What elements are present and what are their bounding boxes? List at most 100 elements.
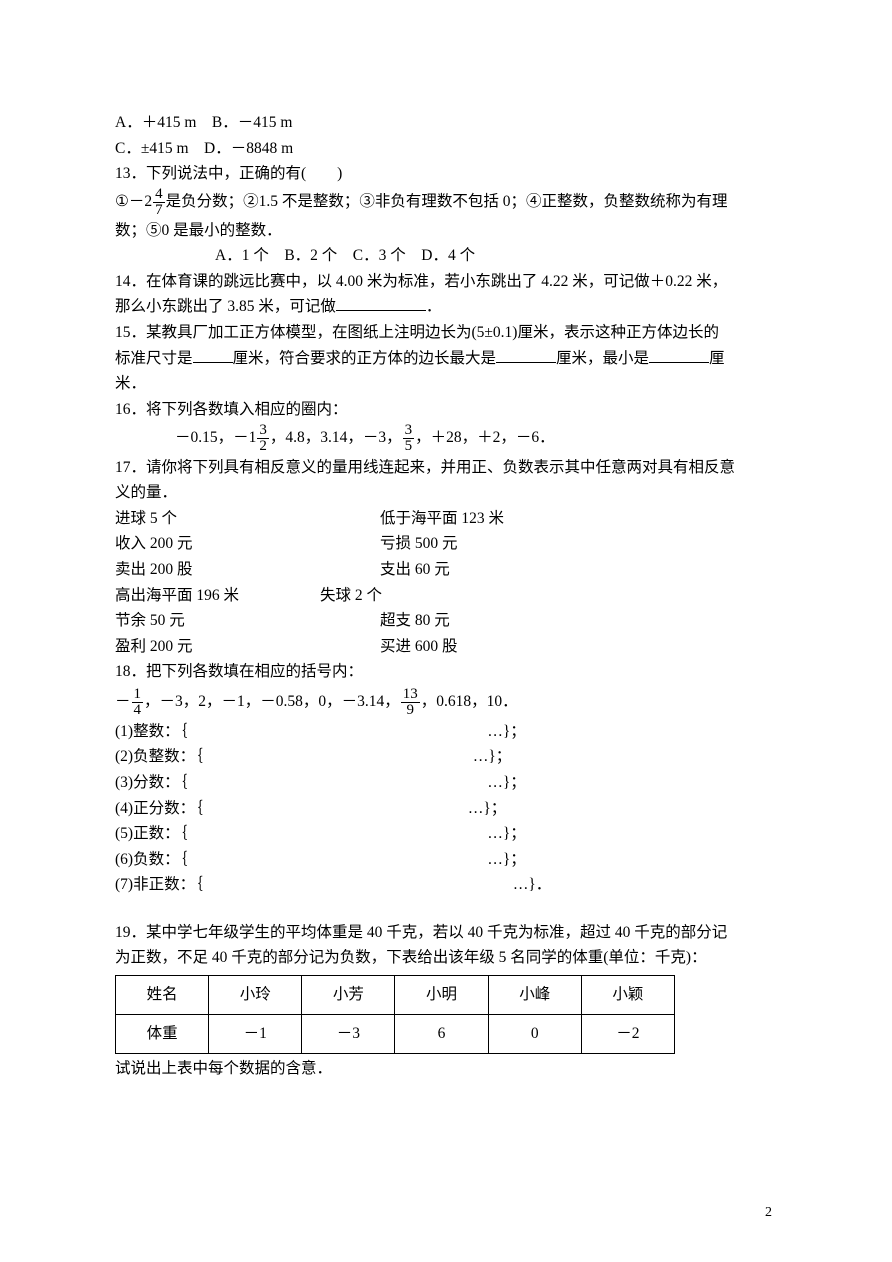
q16-numbers: －0.15，－132，4.8，3.14，－3，35，＋28，＋2，－6． — [115, 422, 777, 455]
match-right: 低于海平面 123 米 — [380, 506, 504, 532]
fraction: 139 — [401, 687, 420, 718]
table-header-cell: 小芳 — [302, 975, 395, 1014]
text: 厘 — [709, 350, 725, 367]
category-row: (3)分数：｛ …}； — [115, 770, 777, 796]
match-right: 支出 60 元 — [380, 557, 450, 583]
category-row: (2)负整数：｛ …}； — [115, 744, 777, 770]
table-cell: 体重 — [116, 1014, 209, 1053]
match-right: 失球 2 个 — [320, 583, 382, 609]
blank — [336, 295, 426, 312]
category-label: (3)分数：｛ — [115, 774, 187, 791]
q13-item-line2: 数；⑤0 是最小的整数． — [115, 218, 777, 244]
fraction: 32 — [257, 423, 269, 454]
q13-item-line1: ①－247是负分数；②1.5 不是整数；③非负有理数不包括 0；④正整数，负整数… — [115, 187, 777, 218]
q19-table: 姓名小玲小芳小明小峰小颖体重－1－360－2 — [115, 975, 675, 1054]
match-row: 收入 200 元亏损 500 元 — [115, 531, 777, 557]
match-left: 盈利 200 元 — [115, 634, 380, 660]
q18-numbers: －14，－3，2，－1，－0.58，0，－3.14，139，0.618，10． — [115, 685, 777, 719]
q15-line1: 15．某教具厂加工正方体模型，在图纸上注明边长为(5±0.1)厘米，表示这种正方… — [115, 320, 777, 346]
blank — [649, 346, 709, 363]
text: ，4.8，3.14，－3， — [270, 429, 402, 446]
category-label: (1)整数：｛ — [115, 723, 187, 740]
page-number: 2 — [765, 1201, 772, 1224]
category-close: …}． — [513, 876, 551, 893]
fraction: 35 — [403, 423, 415, 454]
q12-options-line2: C．±415 m D．－8848 m — [115, 136, 777, 162]
q15-line3: 米． — [115, 371, 777, 397]
category-close: …}； — [487, 825, 525, 842]
text: ，＋28，＋2，－6． — [415, 429, 555, 446]
q17-pairs: 进球 5 个低于海平面 123 米收入 200 元亏损 500 元卖出 200 … — [115, 506, 777, 659]
q16-stem: 16．将下列各数填入相应的圈内： — [115, 397, 777, 423]
text: 厘米，最小是 — [556, 350, 649, 367]
q17-stem-line2: 义的量． — [115, 480, 777, 506]
q15-line2: 标准尺寸是厘米，符合要求的正方体的边长最大是厘米，最小是厘 — [115, 346, 777, 372]
q19-line1: 19．某中学七年级学生的平均体重是 40 千克，若以 40 千克为标准，超过 4… — [115, 920, 777, 946]
table-header-cell: 小玲 — [209, 975, 302, 1014]
match-right: 亏损 500 元 — [380, 531, 458, 557]
category-row: (4)正分数：｛ …}； — [115, 796, 777, 822]
fraction: 14 — [132, 687, 144, 718]
table-cell: 6 — [395, 1014, 488, 1053]
match-row: 节余 50 元超支 80 元 — [115, 608, 777, 634]
table-cell: 0 — [488, 1014, 581, 1053]
table-cell: －2 — [581, 1014, 674, 1053]
text: ①－2 — [115, 193, 152, 210]
text: ． — [426, 298, 442, 315]
table-cell: －3 — [302, 1014, 395, 1053]
match-right: 超支 80 元 — [380, 608, 450, 634]
table-header-cell: 小明 — [395, 975, 488, 1014]
category-close: …}； — [487, 851, 525, 868]
category-row: (5)正数：｛ …}； — [115, 821, 777, 847]
table-header-cell: 小颖 — [581, 975, 674, 1014]
table-row: 姓名小玲小芳小明小峰小颖 — [116, 975, 675, 1014]
table-row: 体重－1－360－2 — [116, 1014, 675, 1053]
q17-stem-line1: 17．请你将下列具有相反意义的量用线连起来，并用正、负数表示其中任意两对具有相反… — [115, 455, 777, 481]
q18-stem: 18．把下列各数填在相应的括号内： — [115, 659, 777, 685]
category-row: (7)非正数：｛ …}． — [115, 872, 777, 898]
q13-options: A．1 个 B．2 个 C．3 个 D．4 个 — [115, 243, 777, 269]
q18-categories: (1)整数：｛ …}； (2)负整数：｛ …}； (3)分数：｛ …}； (4)正分数：｛ …… — [115, 719, 777, 898]
text: － — [115, 693, 131, 710]
category-label: (2)负整数：｛ — [115, 748, 203, 765]
text: ，－3，2，－1，－0.58，0，－3.14， — [144, 693, 400, 710]
q14-line1: 14．在体育课的跳远比赛中，以 4.00 米为标准，若小东跳出了 4.22 米，… — [115, 269, 777, 295]
text: 标准尺寸是 — [115, 350, 193, 367]
page: A．＋415 m B．－415 m C．±415 m D．－8848 m 13．… — [0, 0, 892, 1262]
blank — [496, 346, 556, 363]
match-row: 进球 5 个低于海平面 123 米 — [115, 506, 777, 532]
table-header-cell: 姓名 — [116, 975, 209, 1014]
match-left: 收入 200 元 — [115, 531, 380, 557]
category-close: …}； — [473, 748, 511, 765]
text: ，0.618，10． — [421, 693, 518, 710]
category-close: …}； — [468, 800, 506, 817]
category-row: (1)整数：｛ …}； — [115, 719, 777, 745]
text: 是负分数；②1.5 不是整数；③非负有理数不包括 0；④正整数，负整数统称为有理 — [166, 193, 728, 210]
q19-line2: 为正数，不足 40 千克的部分记为负数，下表给出该年级 5 名同学的体重(单位：… — [115, 945, 777, 971]
match-row: 盈利 200 元买进 600 股 — [115, 634, 777, 660]
spacer — [115, 898, 777, 920]
text: 那么小东跳出了 3.85 米，可记做 — [115, 298, 336, 315]
category-label: (6)负数：｛ — [115, 851, 187, 868]
category-close: …}； — [487, 723, 525, 740]
match-left: 卖出 200 股 — [115, 557, 380, 583]
match-row: 卖出 200 股支出 60 元 — [115, 557, 777, 583]
q14-line2: 那么小东跳出了 3.85 米，可记做 ． — [115, 294, 777, 320]
fraction: 47 — [153, 187, 165, 218]
q19-line3: 试说出上表中每个数据的含意． — [115, 1056, 777, 1082]
q13-stem: 13．下列说法中，正确的有( ) — [115, 161, 777, 187]
category-close: …}； — [487, 774, 525, 791]
text: －0.15，－1 — [175, 429, 256, 446]
table-cell: －1 — [209, 1014, 302, 1053]
category-row: (6)负数：｛ …}； — [115, 847, 777, 873]
category-label: (5)正数：｛ — [115, 825, 187, 842]
match-right: 买进 600 股 — [380, 634, 458, 660]
match-left: 进球 5 个 — [115, 506, 380, 532]
match-left: 节余 50 元 — [115, 608, 380, 634]
match-row: 高出海平面 196 米失球 2 个 — [115, 583, 777, 609]
category-label: (4)正分数：｛ — [115, 800, 203, 817]
q12-options-line1: A．＋415 m B．－415 m — [115, 110, 777, 136]
category-label: (7)非正数：｛ — [115, 876, 203, 893]
table-header-cell: 小峰 — [488, 975, 581, 1014]
blank — [193, 346, 233, 363]
